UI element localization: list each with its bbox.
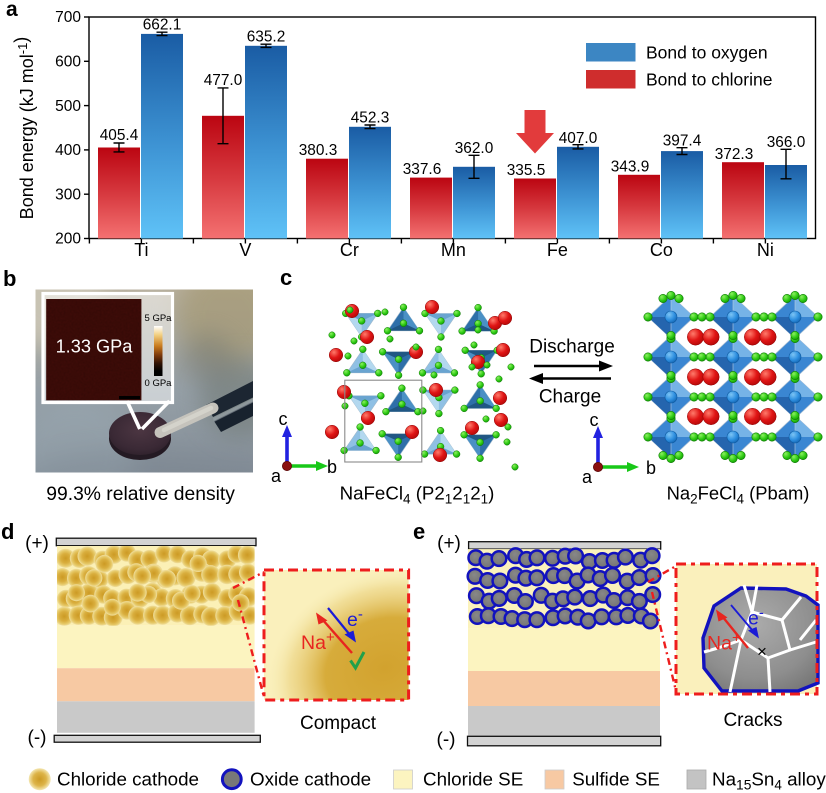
svg-text:5 GPa: 5 GPa bbox=[145, 313, 173, 324]
svg-text:Bond to oxygen: Bond to oxygen bbox=[646, 43, 768, 63]
svg-text:Ti: Ti bbox=[134, 240, 148, 260]
svg-text:b: b bbox=[646, 458, 656, 478]
svg-text:a: a bbox=[6, 0, 18, 21]
svg-text:e: e bbox=[413, 519, 425, 544]
svg-text:(+): (+) bbox=[437, 533, 461, 554]
svg-text:NaFeCl4 (P212121): NaFeCl4 (P212121) bbox=[340, 482, 495, 506]
svg-text:b: b bbox=[327, 457, 337, 477]
svg-text:343.9: 343.9 bbox=[611, 158, 650, 175]
svg-text:477.0: 477.0 bbox=[204, 72, 243, 89]
svg-text:V: V bbox=[239, 240, 251, 260]
svg-text:Bond to chlorine: Bond to chlorine bbox=[646, 70, 772, 90]
svg-text:a: a bbox=[582, 467, 593, 487]
svg-text:b: b bbox=[3, 266, 16, 291]
svg-text:500: 500 bbox=[55, 98, 81, 115]
svg-text:Cr: Cr bbox=[340, 240, 359, 260]
svg-text:(+): (+) bbox=[25, 533, 49, 554]
svg-text:300: 300 bbox=[55, 186, 81, 203]
svg-text:400: 400 bbox=[55, 142, 81, 159]
svg-text:366.0: 366.0 bbox=[767, 134, 806, 151]
svg-text:635.2: 635.2 bbox=[247, 29, 286, 46]
svg-text:600: 600 bbox=[55, 54, 81, 71]
svg-text:a: a bbox=[271, 466, 282, 486]
svg-text:0 GPa: 0 GPa bbox=[145, 378, 173, 389]
svg-text:99.3% relative density: 99.3% relative density bbox=[46, 484, 235, 505]
svg-text:Discharge: Discharge bbox=[529, 337, 615, 358]
svg-text:c: c bbox=[279, 409, 288, 429]
svg-text:380.3: 380.3 bbox=[299, 142, 338, 159]
svg-text:Oxide cathode: Oxide cathode bbox=[250, 769, 371, 790]
svg-text:1.33 GPa: 1.33 GPa bbox=[56, 337, 134, 357]
svg-text:Bond energy (kJ mol-1): Bond energy (kJ mol-1) bbox=[11, 37, 37, 220]
svg-text:700: 700 bbox=[55, 9, 81, 26]
svg-text:Charge: Charge bbox=[539, 387, 601, 408]
svg-text:Na15Sn4 alloy: Na15Sn4 alloy bbox=[712, 769, 826, 793]
svg-text:×: × bbox=[757, 642, 767, 661]
svg-text:372.3: 372.3 bbox=[715, 146, 754, 163]
svg-text:Compact: Compact bbox=[300, 713, 377, 734]
svg-text:Fe: Fe bbox=[547, 240, 568, 260]
svg-text:397.4: 397.4 bbox=[663, 133, 702, 150]
svg-text:200: 200 bbox=[55, 231, 81, 248]
svg-text:c: c bbox=[280, 265, 292, 290]
svg-text:405.4: 405.4 bbox=[100, 127, 139, 144]
svg-text:Ni: Ni bbox=[757, 240, 774, 260]
svg-text:337.6: 337.6 bbox=[403, 161, 442, 178]
svg-text:452.3: 452.3 bbox=[351, 110, 390, 127]
svg-text:(-): (-) bbox=[28, 728, 47, 749]
svg-text:Na2FeCl4 (Pbam): Na2FeCl4 (Pbam) bbox=[667, 482, 810, 506]
svg-text:d: d bbox=[1, 519, 14, 544]
svg-text:662.1: 662.1 bbox=[143, 17, 182, 34]
svg-text:Cracks: Cracks bbox=[723, 710, 782, 731]
svg-text:335.5: 335.5 bbox=[507, 162, 546, 179]
svg-text:Chloride SE: Chloride SE bbox=[423, 769, 523, 790]
svg-text:Co: Co bbox=[650, 240, 673, 260]
svg-text:362.0: 362.0 bbox=[455, 140, 494, 157]
svg-text:Chloride cathode: Chloride cathode bbox=[57, 769, 199, 790]
svg-text:(-): (-) bbox=[437, 730, 456, 751]
svg-text:c: c bbox=[590, 410, 599, 430]
svg-text:Mn: Mn bbox=[441, 240, 466, 260]
svg-text:Sulfide SE: Sulfide SE bbox=[572, 769, 660, 790]
svg-text:407.0: 407.0 bbox=[559, 130, 598, 147]
